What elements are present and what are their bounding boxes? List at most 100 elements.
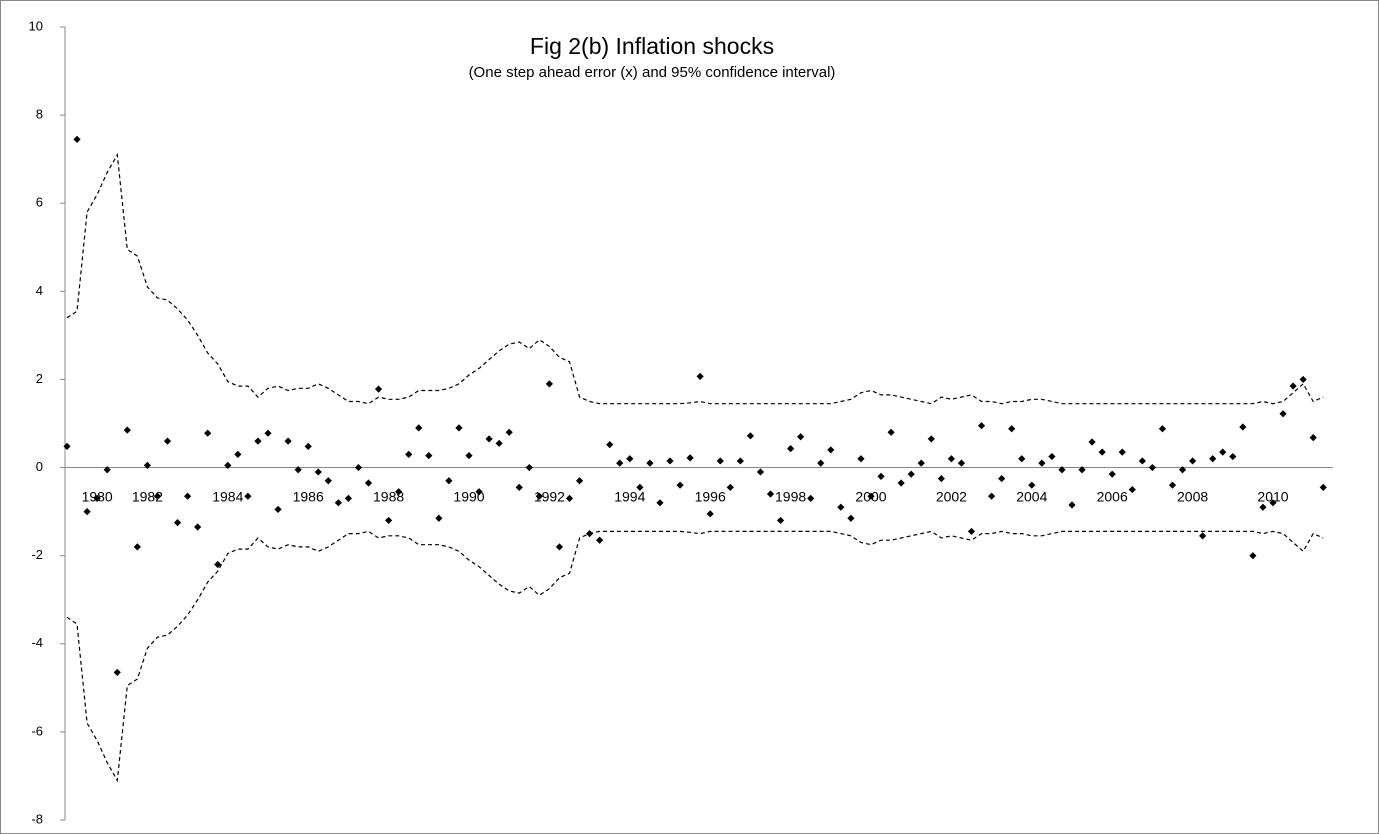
error-point bbox=[204, 429, 212, 437]
error-point bbox=[1118, 448, 1126, 456]
error-point bbox=[1178, 466, 1187, 474]
error-point bbox=[1249, 552, 1257, 560]
error-point bbox=[153, 492, 162, 500]
error-point bbox=[1148, 463, 1156, 472]
error-point bbox=[977, 422, 986, 430]
error-point bbox=[214, 560, 222, 569]
error-point bbox=[294, 466, 302, 474]
error-point bbox=[505, 428, 513, 436]
error-point bbox=[646, 459, 654, 467]
confidence-band bbox=[66, 152, 1324, 405]
error-point bbox=[374, 385, 383, 393]
error-point bbox=[1219, 448, 1227, 456]
error-point bbox=[485, 435, 493, 443]
error-point bbox=[73, 135, 81, 143]
x-tick-label: 1994 bbox=[614, 488, 645, 504]
error-point bbox=[324, 477, 332, 485]
error-point bbox=[1239, 423, 1247, 431]
error-point bbox=[726, 483, 734, 491]
error-point bbox=[1319, 483, 1327, 491]
error-point bbox=[354, 463, 363, 472]
error-point bbox=[254, 437, 262, 445]
error-point bbox=[586, 530, 594, 538]
error-point bbox=[344, 494, 352, 502]
error-point bbox=[827, 446, 835, 454]
error-point bbox=[1289, 382, 1297, 390]
error-point bbox=[445, 477, 453, 485]
x-tick-label: 1992 bbox=[534, 488, 565, 504]
error-point bbox=[565, 494, 574, 502]
error-point bbox=[435, 514, 443, 522]
error-point bbox=[1038, 459, 1046, 467]
x-tick-label: 2006 bbox=[1097, 488, 1128, 504]
y-tick-label: 2 bbox=[36, 371, 43, 386]
x-tick-label: 1998 bbox=[775, 488, 806, 504]
error-point bbox=[1279, 410, 1287, 418]
error-point bbox=[495, 439, 503, 447]
y-tick-label: -4 bbox=[31, 635, 43, 650]
error-point bbox=[1108, 470, 1116, 478]
y-tick-label: 6 bbox=[36, 195, 43, 210]
y-tick-label: 8 bbox=[36, 107, 43, 122]
error-point bbox=[234, 450, 242, 458]
error-point bbox=[194, 523, 202, 531]
error-point bbox=[1269, 499, 1277, 507]
x-tick-label: 1982 bbox=[132, 488, 163, 504]
error-point bbox=[83, 508, 91, 516]
error-point bbox=[1309, 433, 1317, 442]
error-point bbox=[947, 455, 955, 463]
error-point bbox=[334, 499, 342, 507]
error-point bbox=[877, 472, 885, 480]
y-tick-label: -6 bbox=[31, 723, 43, 738]
error-point bbox=[1299, 375, 1307, 384]
error-point bbox=[113, 668, 121, 677]
error-point bbox=[425, 452, 433, 460]
x-tick-label: 1986 bbox=[293, 488, 324, 504]
error-point bbox=[1048, 452, 1056, 461]
error-point bbox=[606, 441, 614, 449]
error-point bbox=[907, 470, 915, 478]
error-point bbox=[415, 424, 423, 432]
error-point bbox=[304, 442, 312, 451]
error-point bbox=[636, 483, 644, 491]
error-point bbox=[555, 543, 564, 551]
error-point bbox=[535, 492, 543, 500]
x-tick-label: 2002 bbox=[936, 488, 967, 504]
error-point bbox=[1189, 457, 1197, 465]
error-point bbox=[626, 455, 634, 463]
error-point bbox=[1068, 501, 1076, 509]
error-point bbox=[224, 461, 232, 469]
error-point bbox=[1078, 466, 1086, 474]
error-point bbox=[596, 536, 604, 544]
error-point bbox=[314, 468, 322, 476]
error-point bbox=[1008, 425, 1016, 433]
error-point bbox=[133, 543, 141, 551]
error-point bbox=[766, 490, 775, 498]
error-point bbox=[917, 459, 925, 467]
error-point bbox=[264, 429, 272, 437]
error-point bbox=[787, 445, 795, 453]
y-tick-label: -8 bbox=[31, 811, 43, 826]
error-point bbox=[123, 426, 131, 434]
error-point bbox=[957, 459, 966, 467]
error-point bbox=[93, 494, 101, 502]
error-point bbox=[797, 433, 805, 441]
y-tick-label: -2 bbox=[31, 547, 43, 562]
chart-subtitle: (One step ahead error (x) and 95% confid… bbox=[469, 64, 836, 81]
error-point bbox=[937, 474, 945, 483]
error-point bbox=[716, 457, 724, 465]
error-point bbox=[837, 503, 845, 511]
error-point bbox=[1088, 438, 1096, 446]
error-point bbox=[1018, 455, 1026, 463]
error-point bbox=[736, 457, 744, 465]
x-tick-label: 1996 bbox=[695, 488, 726, 504]
error-point bbox=[173, 519, 182, 527]
error-point bbox=[696, 372, 704, 380]
error-point bbox=[616, 459, 624, 467]
error-point bbox=[385, 516, 393, 525]
error-point bbox=[525, 463, 533, 472]
error-point bbox=[666, 457, 674, 465]
y-tick-label: 10 bbox=[29, 18, 43, 33]
error-point bbox=[1259, 503, 1267, 511]
